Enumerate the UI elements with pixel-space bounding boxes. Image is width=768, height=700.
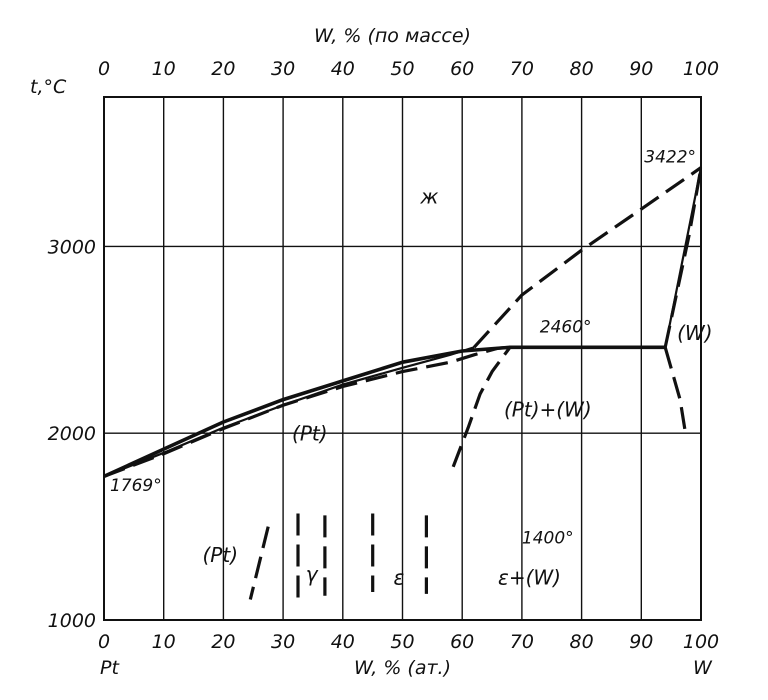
x-tick-label-bottom: 40 <box>331 631 355 653</box>
x-tick-label-top: 50 <box>390 58 414 80</box>
annotation-label: ε <box>394 566 405 590</box>
x-tick-label-bottom: 60 <box>450 631 474 653</box>
x-tick-label-top: 100 <box>683 58 719 80</box>
x-tick-label-top: 0 <box>98 58 110 80</box>
y-tick-label: 2000 <box>48 423 96 445</box>
x-tick-label-top: 20 <box>211 58 235 80</box>
bottom-axis-title: W, % (ат.) <box>354 657 451 679</box>
phase-boundary-curve <box>103 345 511 478</box>
annotation-label: 3422° <box>644 147 696 167</box>
right-element-label: W <box>693 657 713 679</box>
x-tick-label-top: 30 <box>271 58 295 80</box>
x-tick-label-bottom: 20 <box>211 631 235 653</box>
x-tick-label-top: 60 <box>450 58 474 80</box>
annotation-label: (Pt) <box>203 543 239 567</box>
phase-boundary-curve <box>663 167 703 348</box>
left-element-label: Pt <box>100 657 120 679</box>
x-tick-label-bottom: 80 <box>570 631 594 653</box>
x-tick-label-top: 80 <box>570 58 594 80</box>
annotation-label: 1400° <box>522 528 574 548</box>
x-tick-label-top: 10 <box>152 58 176 80</box>
x-tick-label-bottom: 100 <box>683 631 719 653</box>
annotation-label: (W) <box>677 321 712 345</box>
x-tick-label-bottom: 90 <box>629 631 653 653</box>
phase-boundary-curve <box>248 526 270 600</box>
annotation-label: γ <box>306 562 319 586</box>
x-tick-label-bottom: 0 <box>98 631 110 653</box>
phase-boundary-curve <box>663 346 688 438</box>
x-tick-label-bottom: 30 <box>271 631 295 653</box>
phase-boundary-curve <box>451 346 512 468</box>
phase-boundary-curve <box>664 167 703 348</box>
x-tick-label-top: 90 <box>629 58 653 80</box>
y-tick-label: 1000 <box>48 610 96 632</box>
annotation-label: 1769° <box>110 476 162 496</box>
annotation-label: ж <box>419 184 438 208</box>
x-tick-label-top: 70 <box>510 58 534 80</box>
grid-layer <box>104 97 701 620</box>
tick-labels: 0 0 10 10 20 20 30 30 40 40 50 50 60 60 70 70 80 80 90 90 10… <box>48 58 719 653</box>
annotation-label: (Pt)+(W) <box>504 397 592 421</box>
annotation-label: 2460° <box>540 317 592 337</box>
y-axis-title: t,°C <box>30 76 67 98</box>
phase-boundary-curve <box>103 346 475 478</box>
y-tick-label: 3000 <box>48 236 96 258</box>
x-tick-label-bottom: 70 <box>510 631 534 653</box>
annotation-label: (Pt) <box>292 422 328 446</box>
x-tick-label-bottom: 50 <box>390 631 414 653</box>
top-axis-title: W, % (по массе) <box>314 25 471 47</box>
plot-frame <box>103 96 702 621</box>
annotation-label: ε+(W) <box>498 566 561 590</box>
phase-boundaries <box>103 166 703 600</box>
phase-boundary-curve <box>472 166 702 349</box>
x-tick-label-top: 40 <box>331 58 355 80</box>
x-tick-label-bottom: 10 <box>152 631 176 653</box>
region-annotations: ж 3422° 2460° (W) (Pt)+(W) (Pt) 1769° 1400° (Pt)… <box>110 147 713 589</box>
